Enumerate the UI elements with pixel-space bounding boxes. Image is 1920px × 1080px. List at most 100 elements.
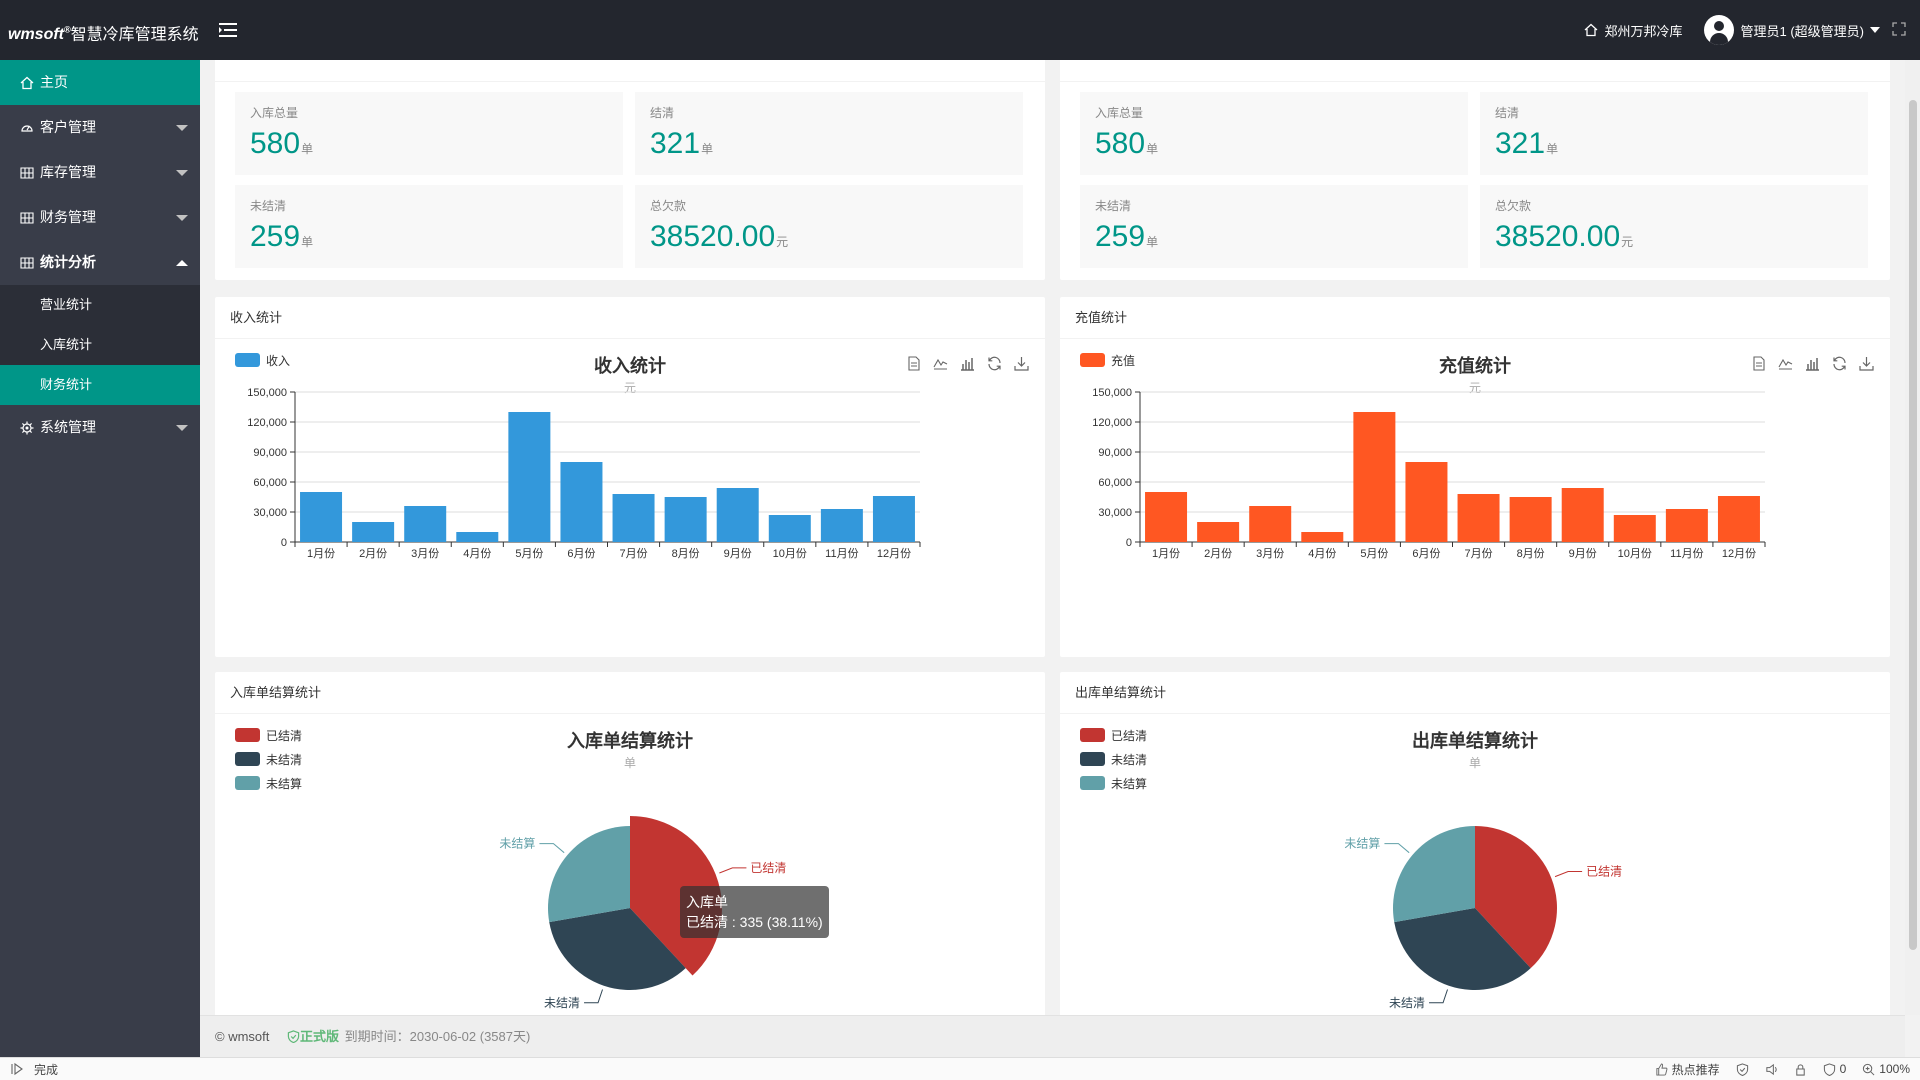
legend-swatch [1080,353,1105,367]
bar[interactable] [1717,496,1760,542]
bar-chart-icon[interactable] [959,355,976,372]
lock-icon[interactable] [1794,1063,1807,1076]
bar[interactable] [352,522,395,542]
bar[interactable] [456,532,499,542]
legend-item[interactable]: 收入 [235,352,290,368]
legend-item[interactable]: 已结清 [235,727,302,743]
bar[interactable] [1249,506,1292,542]
sidebar-item-customers[interactable]: 客户管理 [0,105,200,150]
scrollbar-thumb[interactable] [1909,100,1917,950]
sidebar-item-finance[interactable]: 财务管理 [0,195,200,240]
shield-icon[interactable] [1736,1062,1749,1076]
top-header: wmsoft®智慧冷库管理系统 郑州万邦冷库 管理员1 (超级管理员) [0,0,1920,60]
sidebar-subitem-business-stats[interactable]: 营业统计 [40,297,93,312]
bar[interactable] [872,496,915,542]
bar[interactable] [404,506,447,542]
zoom-control[interactable]: 100% [1862,1062,1910,1076]
y-tick-label: 90,000 [1098,447,1132,459]
line-chart-icon[interactable] [932,355,949,372]
sidebar-subitem-finance-stats[interactable]: 财务统计 [0,365,200,405]
chevron-down-icon [176,425,188,431]
y-tick-label: 0 [1126,537,1132,549]
bar[interactable] [716,488,759,542]
bar[interactable] [1613,515,1656,542]
sidebar-item-home[interactable]: 主页 [0,60,200,105]
pie-leader-line [719,867,747,874]
legend-item[interactable]: 已结清 [1080,727,1147,743]
income-bar-chart: 0 30,000 60,000 90,000 120,000 150,000 1月份 2月份 3… [247,387,921,560]
x-tick-label: 10月份 [773,547,807,560]
fullscreen-icon[interactable] [1892,22,1906,36]
bar[interactable] [820,509,863,542]
download-icon[interactable] [1013,355,1030,372]
gear-icon [20,421,34,434]
menu-toggle-icon[interactable] [218,20,238,40]
stat-card-debt: 总欠款 38520.00元 [1480,185,1868,268]
bar[interactable] [1145,492,1188,542]
warehouse-selector[interactable]: 郑州万邦冷库 [1584,21,1682,40]
chart-tooltip: 入库单 已结清 : 335 (38.11%) [680,886,829,938]
pie-leader-line [1384,843,1410,854]
recharge-chart-panel: 充值统计 充值 充值统计 元 0 30,000 60,000 90,000 120,00… [1060,297,1890,657]
restore-icon[interactable] [986,355,1003,372]
pie-label: 未结清 [544,996,580,1010]
chart-title: 入库单结算统计 [567,731,693,751]
pie-slice[interactable] [548,826,630,923]
bar[interactable] [1353,412,1396,542]
line-chart-icon[interactable] [1777,355,1794,372]
pie-slice[interactable] [549,908,686,990]
pie-slice[interactable] [1475,826,1557,969]
restore-icon[interactable] [1831,355,1848,372]
download-icon[interactable] [1858,355,1875,372]
bar[interactable] [560,462,603,542]
legend-item[interactable]: 未结清 [1080,751,1147,767]
stat-label: 结清 [650,106,675,120]
user-name: 管理员1 (超级管理员) [1740,23,1864,39]
user-menu[interactable]: 管理员1 (超级管理员) [1704,15,1880,45]
stat-value: 580单 [250,127,314,160]
home-icon [20,76,34,89]
sidebar-item-inventory[interactable]: 库存管理 [0,150,200,195]
bar[interactable] [1665,509,1708,542]
bar[interactable] [664,497,707,542]
bar[interactable] [1509,497,1552,542]
pie-label: 未结算 [1344,836,1380,851]
speaker-icon[interactable] [1765,1063,1778,1076]
bar[interactable] [300,492,343,542]
bar[interactable] [612,494,655,542]
legend-item[interactable]: 未结算 [235,775,302,791]
sidebar-subitem-inbound-stats[interactable]: 入库统计 [40,337,93,352]
x-tick-label: 9月份 [724,547,752,560]
page-scrollbar[interactable] [1905,60,1920,1015]
bar[interactable] [1301,532,1344,542]
copyright: © wmsoft [215,1029,270,1044]
pie-slice[interactable] [1393,826,1475,923]
legend-item[interactable]: 充值 [1080,352,1135,368]
adblock-counter[interactable]: 0 [1823,1062,1846,1076]
sidebar-item-system[interactable]: 系统管理 [0,405,200,450]
data-view-icon[interactable] [1750,355,1767,372]
play-icon[interactable] [10,1062,24,1076]
chart-toolbox [1750,355,1875,372]
legend-item[interactable]: 未结算 [1080,775,1147,791]
bar[interactable] [508,412,551,542]
bar[interactable] [1197,522,1240,542]
bar-chart-icon[interactable] [1804,355,1821,372]
pie-slice[interactable] [1394,908,1531,990]
data-view-icon[interactable] [905,355,922,372]
bar[interactable] [1457,494,1500,542]
bar[interactable] [1405,462,1448,542]
x-tick-label: 7月份 [619,547,647,560]
stat-label: 未结清 [250,199,287,213]
sidebar-item-statistics[interactable]: 统计分析 [0,240,200,285]
avatar [1704,15,1735,45]
system-name: 智慧冷库管理系统 [70,26,199,44]
hot-recommend[interactable]: 热点推荐 [1655,1061,1720,1078]
legend-item[interactable]: 未结清 [235,751,302,767]
pie-leader-line [584,989,603,1004]
bar[interactable] [768,515,811,542]
x-tick-label: 11月份 [825,547,858,560]
bar[interactable] [1561,488,1604,542]
x-tick-label: 5月份 [1360,547,1388,560]
logo[interactable]: wmsoft®智慧冷库管理系统 [0,0,200,60]
